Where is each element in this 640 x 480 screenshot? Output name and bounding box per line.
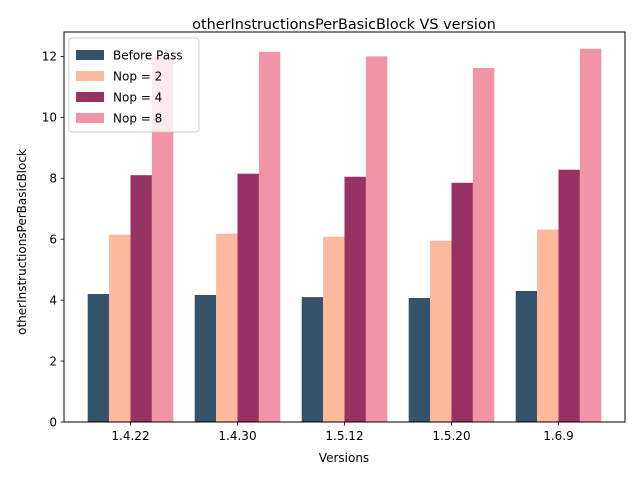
y-tick-label: 4 [49,293,57,307]
legend: Before Pass Nop = 2 Nop = 4 Nop = 8 [68,37,200,133]
y-tick-label: 8 [49,172,57,186]
legend-swatch [76,113,104,123]
y-tick-label: 6 [49,232,57,246]
legend-label: Nop = 8 [113,112,162,126]
x-axis-label: Versions [319,451,369,465]
plot-area [87,48,602,423]
chart-title: otherInstructionsPerBasicBlock VS versio… [192,17,496,33]
x-tick-label: 1.6.9 [543,429,574,443]
bar-before-pass-1-5-20 [408,297,431,422]
y-axis-label: otherInstructionsPerBasicBlock [15,149,29,335]
bar-nop-8-1-6-9 [579,48,602,422]
bar-nop-4-1-6-9 [558,169,580,422]
bar-before-pass-1-4-30 [194,294,217,422]
bar-nop-2-1-5-20 [430,240,452,422]
x-tick-label: 1.4.30 [218,429,256,443]
x-tick-label: 1.5.20 [432,429,470,443]
legend-swatch [76,92,104,102]
bar-before-pass-1-4-22 [87,294,110,422]
bar-nop-2-1-4-30 [216,233,238,422]
bar-before-pass-1-5-12 [301,297,324,422]
bar-nop-8-1-5-20 [472,67,495,422]
y-tick-label: 2 [49,354,57,368]
bar-nop-2-1-6-9 [537,229,559,422]
bar-nop-4-1-4-30 [237,173,259,422]
legend-label: Nop = 2 [113,70,162,84]
legend-swatch [76,50,104,60]
legend-box [68,37,200,133]
bar-nop-2-1-4-22 [109,234,131,422]
bar-nop-8-1-4-22 [151,56,174,423]
y-axis: 0 2 4 6 8 10 12 [42,50,64,429]
y-tick-label: 10 [42,111,57,125]
y-tick-label: 12 [42,50,57,64]
legend-label: Before Pass [113,49,183,63]
legend-label: Nop = 4 [113,91,162,105]
legend-swatch [76,71,104,81]
x-tick-label: 1.4.22 [111,429,149,443]
axes-frame [63,31,626,423]
bar-nop-4-1-5-20 [451,182,473,422]
bar-nop-4-1-4-22 [130,175,152,422]
x-tick-label: 1.5.12 [325,429,363,443]
x-axis: 1.4.22 1.4.30 1.5.12 1.5.20 1.6.9 [111,422,574,443]
bar-nop-8-1-4-30 [258,51,281,423]
y-tick-label: 0 [49,415,57,429]
bar-nop-4-1-5-12 [344,176,366,422]
bar-nop-2-1-5-12 [323,236,345,422]
bar-nop-8-1-5-12 [365,56,388,423]
bar-before-pass-1-6-9 [515,290,538,422]
